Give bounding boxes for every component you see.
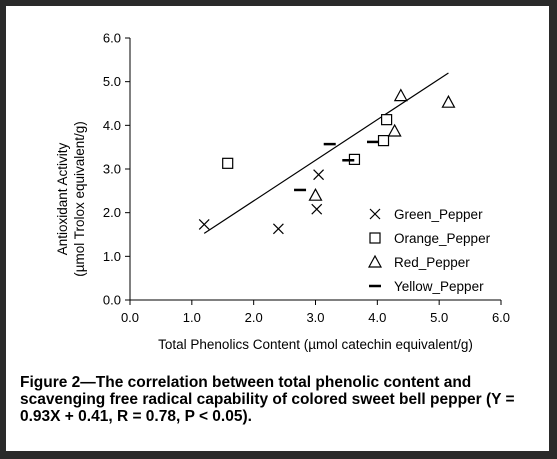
y-tick-label: 2.0 (103, 205, 121, 220)
x-tick-label: 4.0 (368, 310, 386, 325)
orange-pepper-point (381, 114, 393, 126)
x-tick-label: 2.0 (245, 310, 263, 325)
orange-pepper-point (222, 157, 234, 169)
figure-frame: 0.0 1.0 2.0 3.0 4.0 5.0 6.0 0.0 1.0 2.0 3.0 4.0 5.0 6… (6, 6, 549, 451)
y-tick-label: 6.0 (103, 31, 121, 46)
red-pepper-point (308, 187, 323, 201)
figure-caption: Figure 2—The correlation between total p… (20, 374, 515, 425)
legend-marker-green-pepper (369, 208, 381, 220)
y-tick-label: 5.0 (103, 74, 121, 89)
y-tick-label: 1.0 (103, 249, 121, 264)
tick-labels: 0.0 1.0 2.0 3.0 4.0 5.0 6.0 0.0 1.0 2.0 3.0 4.0 5.0 6… (103, 31, 510, 326)
red-pepper-point (387, 123, 402, 137)
y-axis-label-line1: Antioxidant Activity (55, 142, 70, 255)
y-tick-label: 0.0 (103, 293, 121, 308)
red-pepper-point (393, 88, 408, 102)
legend-label-orange-pepper: Orange_Pepper (394, 231, 491, 246)
x-tick-label: 6.0 (492, 310, 510, 325)
x-tick-label: 5.0 (430, 310, 448, 325)
x-tick-label: 3.0 (306, 310, 324, 325)
trendline (203, 72, 449, 234)
legend-marker-red-pepper (367, 254, 383, 268)
y-tick-label: 3.0 (103, 162, 121, 177)
green-pepper-point (272, 223, 284, 235)
scatter-chart: 0.0 1.0 2.0 3.0 4.0 5.0 6.0 0.0 1.0 2.0 3.0 4.0 5.0 6… (55, 31, 510, 353)
green-pepper-point (313, 169, 325, 181)
legend-marker-orange-pepper (369, 232, 381, 244)
legend: Green_Pepper Orange_Pepper Red_Pepper Yello… (367, 207, 491, 294)
legend-label-red-pepper: Red_Pepper (394, 255, 470, 270)
legend-label-green-pepper: Green_Pepper (394, 207, 483, 222)
data-points (198, 88, 456, 235)
green-pepper-point (198, 219, 210, 230)
green-pepper-point (311, 203, 323, 215)
y-axis-label-line2: (µmol Trolox equivalent/g) (72, 121, 87, 277)
red-pepper-point (441, 94, 456, 108)
axes (125, 37, 502, 305)
x-axis-label: Total Phenolics Content (µmol catechin e… (158, 337, 473, 352)
x-tick-label: 1.0 (183, 310, 201, 325)
legend-label-yellow-pepper: Yellow_Pepper (394, 279, 484, 294)
x-tick-label: 0.0 (121, 310, 139, 325)
orange-pepper-point (377, 135, 390, 147)
y-tick-label: 4.0 (103, 118, 121, 133)
